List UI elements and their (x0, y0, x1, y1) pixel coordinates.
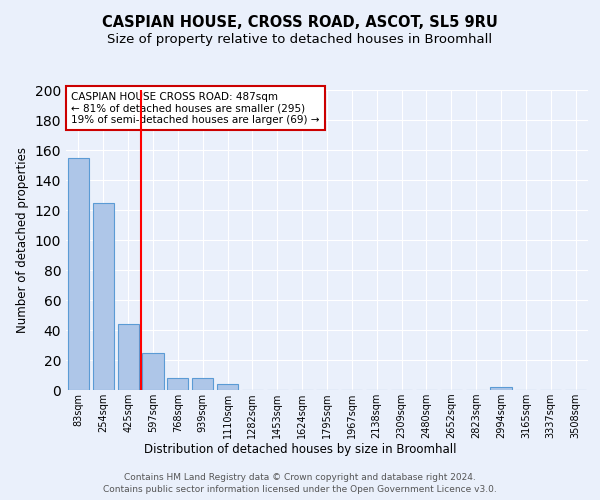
Bar (93, 202, 114, 390)
Bar (118, 324, 139, 390)
Y-axis label: Number of detached properties: Number of detached properties (16, 147, 29, 333)
Text: Distribution of detached houses by size in Broomhall: Distribution of detached houses by size … (144, 442, 456, 456)
Text: Size of property relative to detached houses in Broomhall: Size of property relative to detached ho… (107, 32, 493, 46)
Bar (192, 378, 213, 390)
Bar (68, 158, 89, 390)
Text: CASPIAN HOUSE CROSS ROAD: 487sqm
← 81% of detached houses are smaller (295)
19% : CASPIAN HOUSE CROSS ROAD: 487sqm ← 81% o… (71, 92, 320, 124)
Text: CASPIAN HOUSE, CROSS ROAD, ASCOT, SL5 9RU: CASPIAN HOUSE, CROSS ROAD, ASCOT, SL5 9R… (102, 15, 498, 30)
Bar (217, 384, 238, 390)
Text: Contains public sector information licensed under the Open Government Licence v3: Contains public sector information licen… (103, 485, 497, 494)
Bar (490, 387, 512, 390)
Bar (167, 378, 188, 390)
Bar (142, 352, 164, 390)
Text: Contains HM Land Registry data © Crown copyright and database right 2024.: Contains HM Land Registry data © Crown c… (124, 472, 476, 482)
